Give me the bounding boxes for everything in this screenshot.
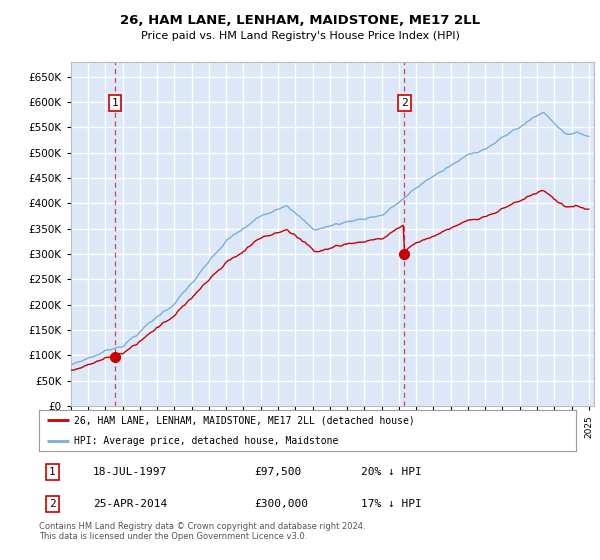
Text: 26, HAM LANE, LENHAM, MAIDSTONE, ME17 2LL: 26, HAM LANE, LENHAM, MAIDSTONE, ME17 2L… xyxy=(120,14,480,27)
Text: 2: 2 xyxy=(49,499,56,509)
Text: HPI: Average price, detached house, Maidstone: HPI: Average price, detached house, Maid… xyxy=(74,436,338,446)
Text: 17% ↓ HPI: 17% ↓ HPI xyxy=(361,499,422,509)
Text: 26, HAM LANE, LENHAM, MAIDSTONE, ME17 2LL (detached house): 26, HAM LANE, LENHAM, MAIDSTONE, ME17 2L… xyxy=(74,415,415,425)
Text: 25-APR-2014: 25-APR-2014 xyxy=(93,499,167,509)
Text: 1: 1 xyxy=(111,98,118,108)
Text: £97,500: £97,500 xyxy=(254,466,301,477)
Text: Contains HM Land Registry data © Crown copyright and database right 2024.
This d: Contains HM Land Registry data © Crown c… xyxy=(39,522,365,542)
Text: 1: 1 xyxy=(49,466,56,477)
Text: £300,000: £300,000 xyxy=(254,499,308,509)
Text: 20% ↓ HPI: 20% ↓ HPI xyxy=(361,466,422,477)
Text: Price paid vs. HM Land Registry's House Price Index (HPI): Price paid vs. HM Land Registry's House … xyxy=(140,31,460,41)
Text: 18-JUL-1997: 18-JUL-1997 xyxy=(93,466,167,477)
Text: 2: 2 xyxy=(401,98,408,108)
